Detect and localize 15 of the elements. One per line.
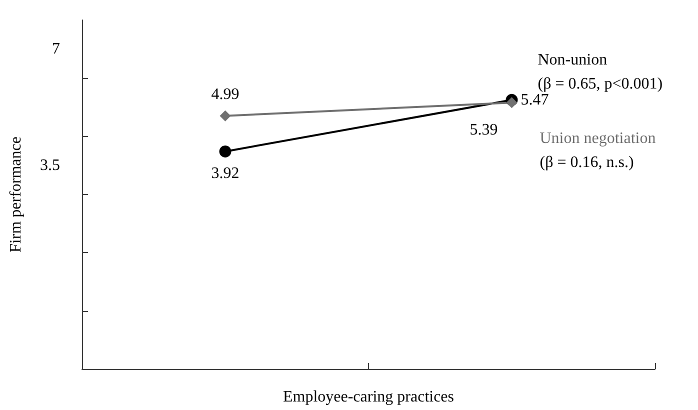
y-tick-label: 7 — [52, 40, 60, 58]
point — [220, 110, 231, 122]
text: Non-union — [538, 51, 608, 68]
point — [219, 145, 232, 158]
y-axis-title: Firm performance — [8, 136, 24, 252]
text: Union negotiation — [540, 130, 656, 148]
data-label: 4.99 — [211, 86, 240, 103]
data-label: 5.47 — [520, 91, 549, 108]
y-tick-label: 3.5 — [40, 156, 60, 174]
annotation: (β = 0.16, n.s.) — [540, 154, 634, 172]
x-axis-title: Employee-caring practices — [282, 388, 454, 406]
data-label: 5.39 — [470, 122, 498, 139]
point — [506, 97, 518, 108]
annotation: (β = 0.65, p<0.001) — [538, 75, 663, 92]
data-label: 3.92 — [211, 164, 240, 182]
